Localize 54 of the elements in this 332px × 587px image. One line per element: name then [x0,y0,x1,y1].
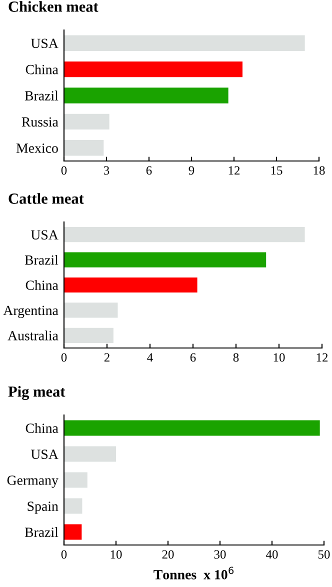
y-tick-label: Argentina [3,306,58,318]
bar [64,114,110,130]
bar [64,88,228,104]
bar [64,420,320,436]
y-tick-label: USA [30,38,58,48]
x-tick-label: 20 [162,550,174,559]
y-tick-label: Russia [22,117,58,127]
y-tick-label: China [26,64,58,74]
y-tick-label: China [26,423,58,433]
bar [64,61,242,78]
x-tick-label: 4 [147,353,153,362]
x-tick-label: 10 [110,550,122,559]
y-tick-label: Brazil [24,527,58,537]
x-tick-label: 3 [104,166,110,175]
bar [64,498,82,514]
x-tick-label: 6 [190,353,196,362]
x-tick-label: 0 [61,166,67,175]
bar [64,140,104,156]
x-axis-title: Tonnes x 10$^{6}$ [154,566,234,580]
bar [64,472,88,488]
x-tick-label: 40 [266,550,278,559]
y-tick-label: Brazil [24,90,58,100]
x-tick-label: 2 [104,353,110,362]
x-tick-label: 15 [271,166,282,175]
bar [64,524,82,540]
x-tick-label: 10 [274,353,285,362]
x-tick-label: 50 [318,550,330,559]
bar [64,277,198,293]
chart-title: Pig meat [8,386,66,400]
y-tick-label: USA [30,450,58,459]
y-tick-label: Mexico [16,144,58,153]
x-tick-label: 8 [233,353,239,362]
bar [64,328,114,343]
x-tick-label: 30 [214,550,226,559]
chart-title: Chicken meat [8,1,98,12]
x-tick-label: 0 [61,550,67,559]
x-tick-label: 6 [146,166,152,175]
x-tick-label: 12 [228,166,240,175]
y-tick-label: Germany [7,476,58,488]
x-tick-label: 9 [188,166,194,175]
bar [64,252,266,268]
x-tick-label: 0 [61,353,67,362]
bar [64,227,305,242]
bar [64,35,305,51]
x-tick-label: 12 [316,353,328,362]
y-tick-label: USA [30,230,58,240]
bar [64,446,116,462]
chart-title: Cattle meat [8,193,84,204]
bar [64,302,118,318]
x-tick-label: 18 [314,166,325,175]
y-tick-label: China [26,280,58,290]
y-tick-label: Brazil [24,254,58,265]
y-tick-label: Australia [8,330,58,340]
y-tick-label: Spain [28,502,58,514]
